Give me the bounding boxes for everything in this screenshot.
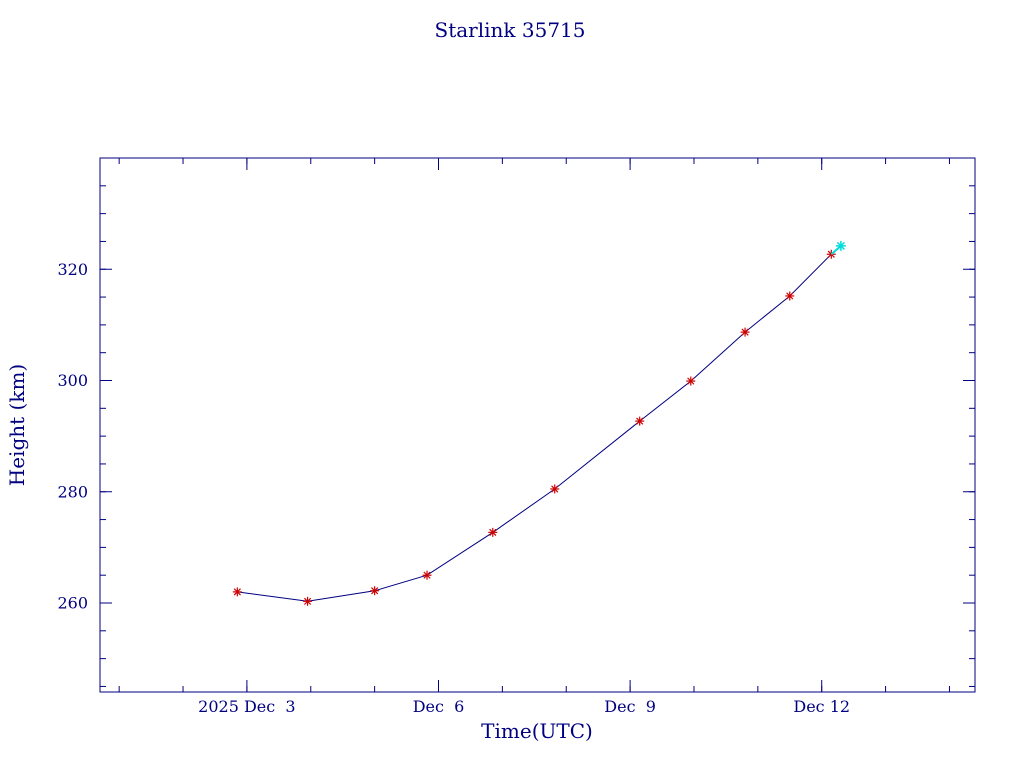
chart-title: Starlink 35715 bbox=[435, 18, 586, 42]
latest-point-marker bbox=[835, 240, 846, 251]
data-point-marker bbox=[303, 596, 313, 606]
data-point-marker bbox=[370, 586, 380, 596]
data-point-marker bbox=[740, 327, 750, 337]
x-tick-label: 2025 Dec 3 bbox=[198, 697, 295, 716]
data-point-marker bbox=[635, 416, 645, 426]
x-tick-label: Dec 6 bbox=[413, 697, 465, 716]
x-tick-label: Dec 12 bbox=[793, 697, 850, 716]
x-tick-label: Dec 9 bbox=[604, 697, 656, 716]
y-tick-label: 300 bbox=[57, 371, 88, 390]
axis-ticks bbox=[100, 157, 975, 692]
y-axis-label: Height (km) bbox=[5, 364, 29, 486]
data-point-marker bbox=[488, 527, 498, 537]
height-trend-line bbox=[237, 253, 832, 602]
data-point-marker bbox=[422, 570, 432, 580]
y-tick-label: 260 bbox=[57, 594, 88, 613]
axis-tick-labels: 2025 Dec 3 Dec 6 Dec 9 Dec 12 260 280 300 320 bbox=[57, 260, 850, 716]
plot-border bbox=[99, 157, 976, 693]
y-tick-label: 280 bbox=[57, 482, 88, 501]
data-point-marker bbox=[232, 587, 242, 597]
data-point-marker bbox=[826, 249, 836, 259]
data-point-marker bbox=[686, 376, 696, 386]
data-point-marker bbox=[785, 291, 795, 301]
y-tick-label: 320 bbox=[57, 260, 88, 279]
data-point-marker bbox=[550, 484, 560, 494]
x-axis-label: Time(UTC) bbox=[481, 719, 593, 743]
data-series bbox=[232, 240, 846, 606]
